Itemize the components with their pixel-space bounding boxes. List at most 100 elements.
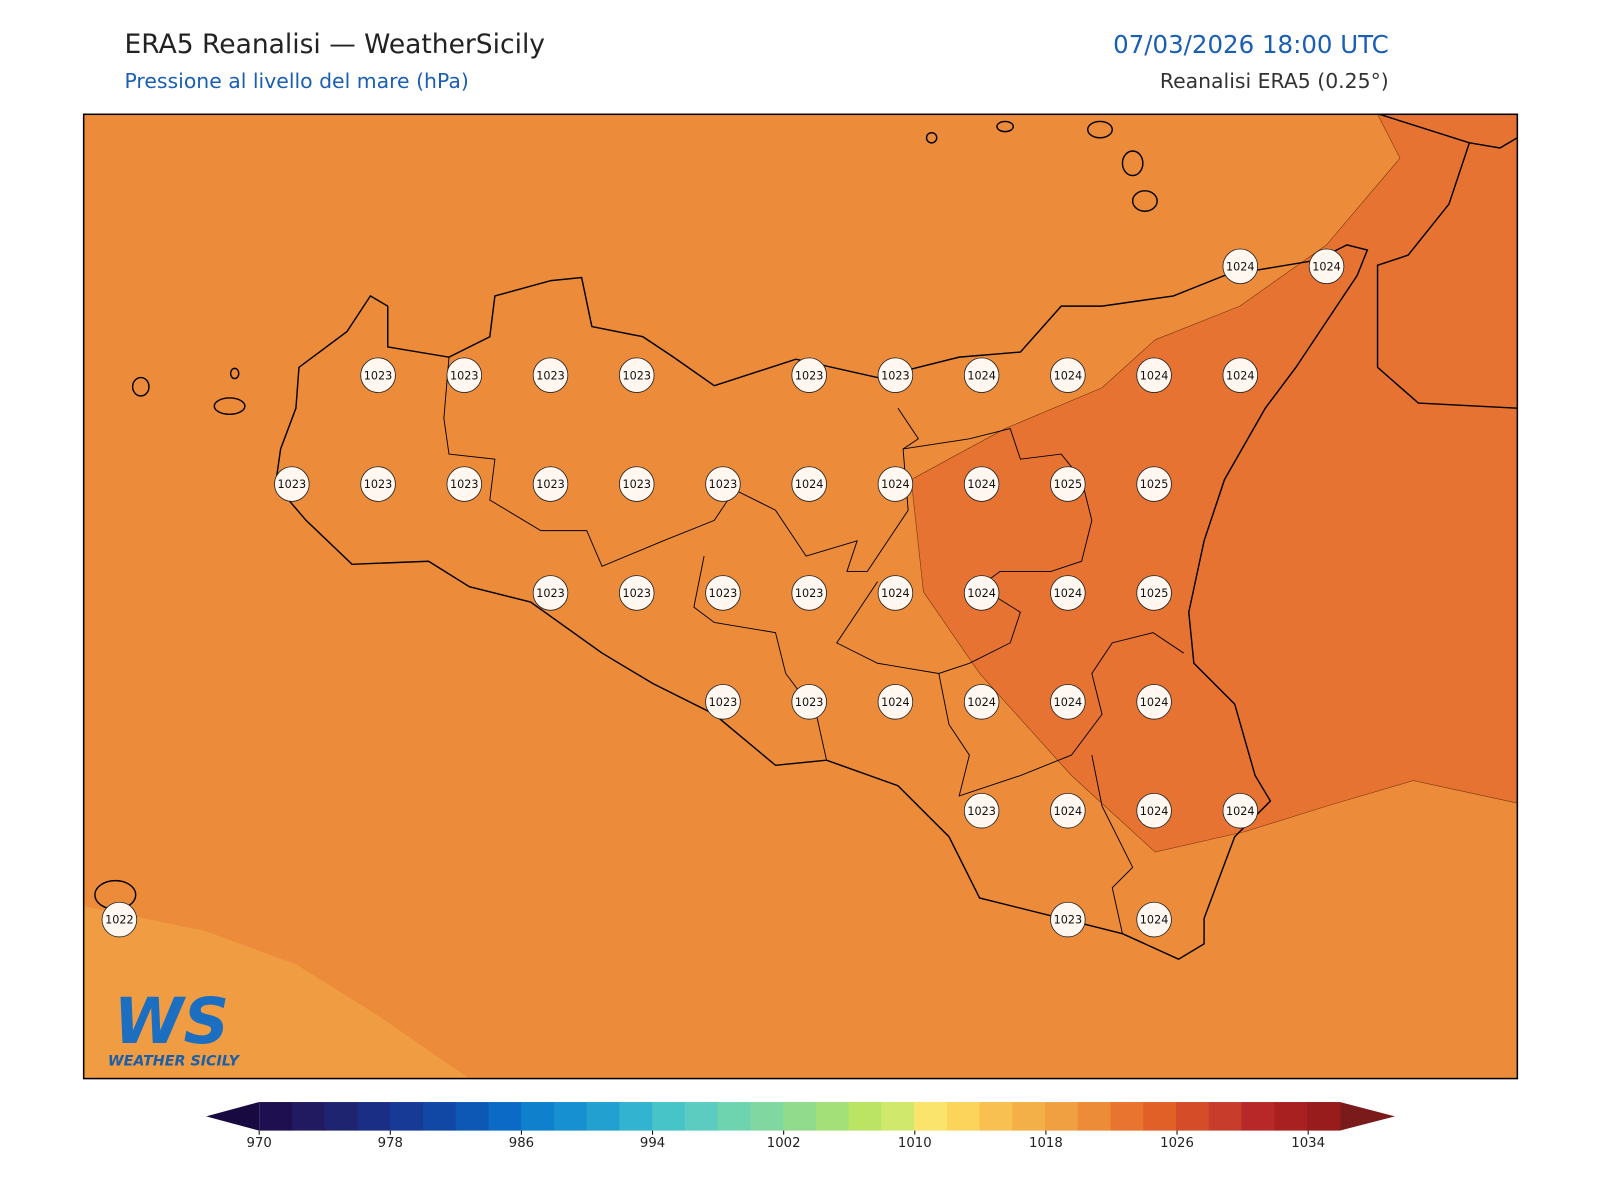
station-value: 1023 (536, 369, 565, 382)
colorbar-bin (357, 1102, 391, 1131)
station-value: 1023 (450, 478, 479, 491)
station-marker (1050, 901, 1086, 938)
colorbar-bin (488, 1102, 522, 1131)
station-value: 1023 (795, 369, 824, 382)
station-marker (791, 684, 827, 720)
station-marker (1050, 792, 1086, 829)
pressure-band (910, 113, 1518, 853)
station-value: 1024 (1140, 914, 1169, 927)
station-marker (705, 575, 741, 611)
station-marker (274, 466, 310, 502)
station-value: 1023 (450, 369, 479, 382)
station-marker (963, 792, 1000, 829)
colorbar: 970 978 986 994 1002 1010 1018 1026 1034 (206, 1102, 1395, 1151)
station-marker (877, 466, 914, 502)
station-value: 1024 (1226, 805, 1255, 818)
colorbar-bin (848, 1102, 882, 1131)
station-marker (532, 575, 569, 611)
colorbar-bin (750, 1102, 784, 1131)
province-border (443, 357, 920, 572)
station-marker (963, 575, 1000, 611)
province-border (1091, 755, 1134, 934)
station-marker (1222, 357, 1259, 393)
province-border (938, 632, 1184, 797)
station-marker (618, 466, 655, 502)
colorbar-bin (914, 1102, 948, 1131)
station-value: 1024 (1054, 369, 1083, 382)
colorbar-bin (1012, 1102, 1046, 1131)
station-value: 1024 (1054, 805, 1083, 818)
colorbar-tick-label: 978 (378, 1136, 403, 1151)
station-value: 1024 (1054, 696, 1083, 709)
station-marker (1050, 466, 1086, 502)
colorbar-bin (586, 1102, 620, 1131)
station-marker (446, 466, 483, 502)
station-marker (791, 357, 827, 393)
station-value: 1023 (364, 478, 393, 491)
colorbar-tick-label: 986 (509, 1136, 534, 1151)
colorbar-tick-label: 970 (247, 1136, 272, 1151)
station-marker (791, 466, 827, 502)
station-value: 1023 (795, 587, 824, 600)
colorbar-tick-label: 994 (640, 1136, 665, 1151)
colorbar-bin (390, 1102, 424, 1131)
station-value: 1024 (1140, 696, 1169, 709)
station-value: 1025 (1140, 587, 1169, 600)
station-marker (1136, 792, 1172, 829)
colorbar-bin (684, 1102, 719, 1131)
station-marker (705, 466, 741, 502)
station-value: 1023 (795, 696, 824, 709)
colorbar-bin (815, 1102, 850, 1131)
logo-mark: WS (114, 984, 229, 1058)
colorbar-bin (1143, 1102, 1177, 1131)
colorbar-bin (1045, 1102, 1079, 1131)
station-value: 1024 (967, 369, 996, 382)
station-value: 1023 (622, 478, 651, 491)
pressure-band (83, 906, 470, 1079)
station-value: 1024 (881, 696, 910, 709)
station-labels: 1024 1024 1023 1023 1023 1023 1023 1023 1024 1024… (101, 248, 1345, 938)
colorbar-bin (291, 1102, 326, 1131)
colorbar-tick-label: 1010 (898, 1136, 932, 1151)
colorbar-bin (521, 1102, 555, 1131)
station-marker (360, 357, 396, 393)
station-value: 1022 (105, 914, 134, 927)
map: WS WEATHER SICILY (82, 113, 1519, 1080)
title: ERA5 Reanalisi — WeatherSicily (124, 29, 545, 60)
station-marker (963, 466, 1000, 502)
colorbar-tick-label: 1018 (1029, 1136, 1063, 1151)
station-value: 1024 (881, 478, 910, 491)
station-value: 1024 (967, 587, 996, 600)
colorbar-bin (619, 1102, 653, 1131)
station-value: 1023 (278, 478, 307, 491)
station-marker (101, 901, 138, 938)
logo-name: WEATHER SICILY (108, 1053, 241, 1069)
coastline (1469, 137, 1518, 149)
colorbar-bin (783, 1102, 817, 1131)
station-marker (360, 466, 396, 502)
station-value: 1023 (364, 369, 393, 382)
station-value: 1024 (967, 478, 996, 491)
station-marker (877, 357, 914, 393)
station-value: 1023 (622, 369, 651, 382)
station-marker (1222, 248, 1259, 285)
station-marker (963, 684, 1000, 720)
coastline (1376, 113, 1518, 409)
colorbar-bin (717, 1102, 751, 1131)
station-value: 1024 (967, 696, 996, 709)
station-value: 1023 (967, 805, 996, 818)
station-value: 1023 (709, 587, 738, 600)
station-value: 1023 (709, 696, 738, 709)
station-value: 1023 (536, 478, 565, 491)
station-marker (618, 575, 655, 611)
colorbar-tick-label: 1002 (767, 1136, 801, 1151)
station-marker (1136, 901, 1172, 938)
colorbar-bin (1208, 1102, 1243, 1131)
station-marker (1136, 466, 1172, 502)
station-marker (1050, 575, 1086, 611)
colorbar-extend (1339, 1102, 1395, 1131)
subtitle: Pressione al livello del mare (hPa) (124, 69, 468, 93)
station-value: 1025 (1054, 478, 1083, 491)
station-marker (618, 357, 655, 393)
coastline (274, 244, 1369, 960)
